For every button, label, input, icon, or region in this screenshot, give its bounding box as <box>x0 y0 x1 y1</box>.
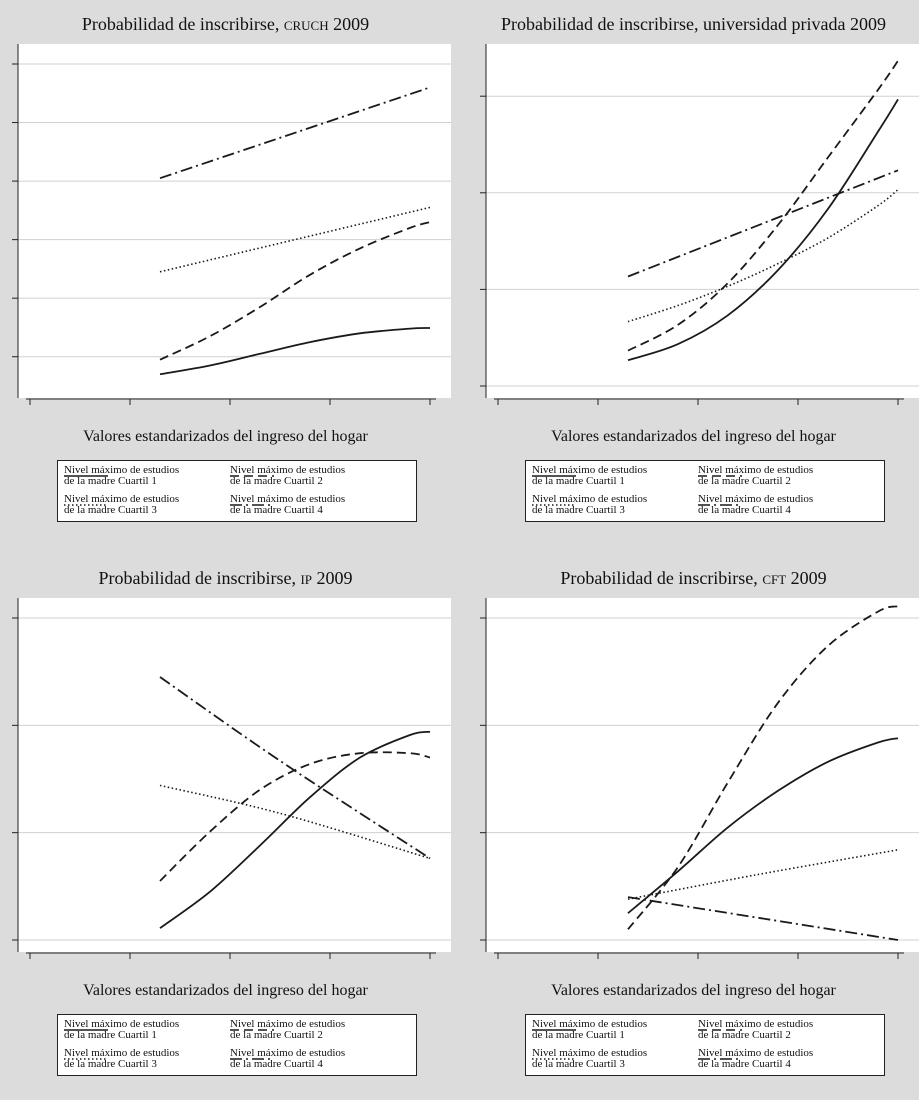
legend-item-cuartil-1: Nivel máximo de estudios de la madre Cua… <box>532 465 647 487</box>
legend-label: Nivel máximo de estudios de la madre Cua… <box>698 464 814 487</box>
legend-label: Nivel máximo de estudios de la madre Cua… <box>532 1047 648 1070</box>
legend-swatch <box>230 1058 274 1060</box>
legend-swatch <box>532 1058 576 1060</box>
legend-swatch <box>698 504 742 506</box>
legend-item-cuartil-2: Nivel máximo de estudios de la madre Cua… <box>230 465 345 487</box>
series-line-cuartil-3 <box>627 188 899 323</box>
legend-swatch <box>698 1058 742 1060</box>
series-line-cuartil-4 <box>627 169 899 278</box>
legend-item-cuartil-2: Nivel máximo de estudios de la madre Cua… <box>698 1019 813 1041</box>
legend-swatch <box>230 504 274 506</box>
legend-swatch <box>698 1029 742 1031</box>
legend-label: Nivel máximo de estudios de la madre Cua… <box>64 1047 180 1070</box>
series-line-cuartil-2 <box>159 221 431 361</box>
chart-title: Probabilidad de inscribirse, cft 2009 <box>560 568 827 588</box>
legend-label: Nivel máximo de estudios de la madre Cua… <box>532 464 648 487</box>
legend-swatch <box>532 1029 576 1031</box>
legend-item-cuartil-4: Nivel máximo de estudios de la madre Cua… <box>698 1048 813 1070</box>
legend-swatch <box>532 504 576 506</box>
legend-item-cuartil-2: Nivel máximo de estudios de la madre Cua… <box>230 1019 345 1041</box>
chart-panel-cruch: Probabilidad de inscribirse, cruch 2009 … <box>0 0 451 546</box>
plot-background <box>486 44 919 398</box>
legend: Nivel máximo de estudios de la madre Cua… <box>525 1014 885 1076</box>
legend-swatch <box>64 1058 108 1060</box>
legend: Nivel máximo de estudios de la madre Cua… <box>525 460 885 522</box>
x-axis-label: Valores estandarizados del ingreso del h… <box>551 428 836 445</box>
chart-title: Probabilidad de inscribirse, ip 2009 <box>98 568 353 588</box>
x-axis-label: Valores estandarizados del ingreso del h… <box>83 428 368 445</box>
legend-label: Nivel máximo de estudios de la madre Cua… <box>64 1018 180 1041</box>
series-line-cuartil-2 <box>627 605 899 930</box>
series-line-cuartil-1 <box>627 737 899 914</box>
legend-label: Nivel máximo de estudios de la madre Cua… <box>698 1047 814 1070</box>
series-line-cuartil-1 <box>627 98 899 362</box>
plot-area <box>12 44 451 405</box>
legend-item-cuartil-3: Nivel máximo de estudios de la madre Cua… <box>64 494 179 516</box>
legend-item-cuartil-4: Nivel máximo de estudios de la madre Cua… <box>230 494 345 516</box>
series-line-cuartil-2 <box>627 60 899 352</box>
legend-swatch <box>64 1029 108 1031</box>
legend-swatch <box>532 475 576 477</box>
legend-item-cuartil-3: Nivel máximo de estudios de la madre Cua… <box>64 1048 179 1070</box>
chart-title: Probabilidad de inscribirse, cruch 2009 <box>81 14 370 34</box>
legend-label: Nivel máximo de estudios de la madre Cua… <box>230 1018 346 1041</box>
legend-label: Nivel máximo de estudios de la madre Cua… <box>64 464 180 487</box>
legend-swatch <box>698 475 742 477</box>
series-line-cuartil-4 <box>159 86 431 180</box>
legend-label: Nivel máximo de estudios de la madre Cua… <box>230 464 346 487</box>
plot-background <box>18 598 451 952</box>
plot-background <box>18 44 451 398</box>
legend-swatch <box>64 504 108 506</box>
legend-item-cuartil-1: Nivel máximo de estudios de la madre Cua… <box>532 1019 647 1041</box>
legend-label: Nivel máximo de estudios de la madre Cua… <box>698 1018 814 1041</box>
legend-item-cuartil-4: Nivel máximo de estudios de la madre Cua… <box>698 494 813 516</box>
legend-item-cuartil-3: Nivel máximo de estudios de la madre Cua… <box>532 494 647 516</box>
legend-label: Nivel máximo de estudios de la madre Cua… <box>532 493 648 516</box>
series-line-cuartil-1 <box>159 327 431 376</box>
legend-swatch <box>230 1029 274 1031</box>
legend-item-cuartil-3: Nivel máximo de estudios de la madre Cua… <box>532 1048 647 1070</box>
legend: Nivel máximo de estudios de la madre Cua… <box>57 1014 417 1076</box>
legend-label: Nivel máximo de estudios de la madre Cua… <box>230 1047 346 1070</box>
legend-swatch <box>64 475 108 477</box>
x-axis-label: Valores estandarizados del ingreso del h… <box>551 982 836 999</box>
chart-panel-cft: Probabilidad de inscribirse, cft 2009 Va… <box>468 554 919 1100</box>
legend-item-cuartil-4: Nivel máximo de estudios de la madre Cua… <box>230 1048 345 1070</box>
legend-item-cuartil-2: Nivel máximo de estudios de la madre Cua… <box>698 465 813 487</box>
legend-swatch <box>230 475 274 477</box>
legend-label: Nivel máximo de estudios de la madre Cua… <box>64 493 180 516</box>
x-axis-label: Valores estandarizados del ingreso del h… <box>83 982 368 999</box>
plot-area <box>480 598 919 959</box>
legend-label: Nivel máximo de estudios de la madre Cua… <box>532 1018 648 1041</box>
plot-area <box>480 44 919 405</box>
legend-label: Nivel máximo de estudios de la madre Cua… <box>230 493 346 516</box>
legend-item-cuartil-1: Nivel máximo de estudios de la madre Cua… <box>64 465 179 487</box>
plot-area <box>12 598 451 959</box>
chart-panel-ip: Probabilidad de inscribirse, ip 2009 Val… <box>0 554 451 1100</box>
series-line-cuartil-3 <box>159 784 431 860</box>
legend-label: Nivel máximo de estudios de la madre Cua… <box>698 493 814 516</box>
series-line-cuartil-2 <box>159 751 431 882</box>
chart-panel-universidad-privada: Probabilidad de inscribirse, universidad… <box>468 0 919 546</box>
series-line-cuartil-1 <box>159 730 431 929</box>
series-line-cuartil-3 <box>627 849 899 900</box>
legend: Nivel máximo de estudios de la madre Cua… <box>57 460 417 522</box>
legend-item-cuartil-1: Nivel máximo de estudios de la madre Cua… <box>64 1019 179 1041</box>
series-line-cuartil-4 <box>627 896 899 941</box>
plot-background <box>486 598 919 952</box>
chart-title: Probabilidad de inscribirse, universidad… <box>501 14 886 34</box>
